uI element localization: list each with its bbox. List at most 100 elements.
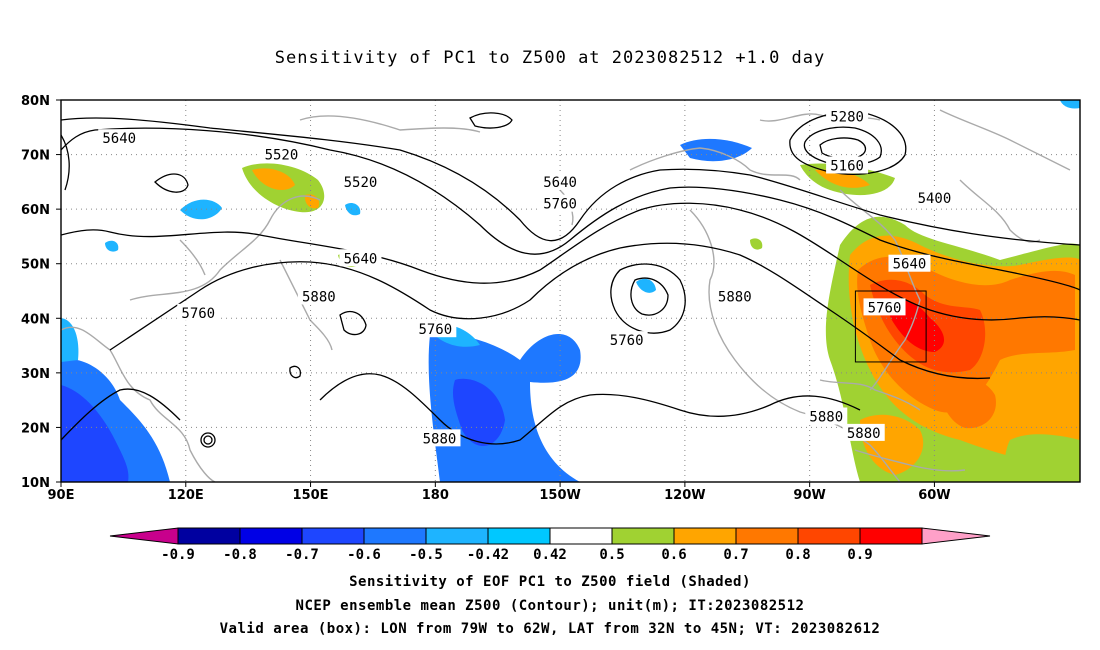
contour-label-bg <box>863 298 906 316</box>
colorbar-box <box>487 527 551 545</box>
contour-label: 5880 <box>423 431 457 447</box>
contour-labels: 5640 5520 5520 5640 5880 5760 5760 5880 5640 5760… <box>98 107 956 447</box>
negative-shading-west-pacific-core <box>61 385 129 482</box>
contour-label: 5760 <box>543 197 577 213</box>
contour-label-bg <box>177 303 220 321</box>
negative-shading-small <box>105 240 119 252</box>
plot-frame <box>60 99 1081 483</box>
contour-label-bg <box>539 172 582 190</box>
contour-label: 5760 <box>418 322 452 338</box>
contour-label: 5880 <box>847 426 881 442</box>
lon-label: 120W <box>664 488 705 503</box>
z500-contours <box>61 111 1080 448</box>
contour-label-bg <box>605 331 648 349</box>
contour-label-bg <box>826 156 869 174</box>
colorbar-box <box>425 527 489 545</box>
colorbar-label: 0.5 <box>599 547 624 563</box>
colorbar-box <box>549 527 613 545</box>
lat-label: 80N <box>21 94 50 109</box>
contour-label: 5880 <box>718 289 752 305</box>
contour-label: 5160 <box>830 158 864 174</box>
colorbar-box <box>735 527 799 545</box>
lon-label: 180 <box>422 488 449 503</box>
lat-label: 60N <box>21 203 50 218</box>
lon-label: 90W <box>793 488 825 503</box>
contour-label-bg <box>713 287 756 305</box>
positive-shading-atlantic-south <box>1004 434 1080 482</box>
positive-shading-okhotsk-core <box>252 168 295 190</box>
positive-shading-small-3 <box>750 238 763 250</box>
sensitivity-map: 5640 5520 5520 5640 5880 5760 5760 5880 5640 5760… <box>21 94 1081 563</box>
positive-shading-hudson-core <box>815 169 870 188</box>
contour-label: 5520 <box>344 175 378 191</box>
lon-label: 150E <box>293 488 329 503</box>
lat-label: 50N <box>21 258 50 273</box>
colorbar-label: -0.6 <box>347 547 381 563</box>
colorbar-label: 0.42 <box>533 547 567 563</box>
colorbar-box <box>611 527 675 545</box>
positive-shading-atlantic <box>939 375 996 429</box>
negative-shading-alaska <box>680 138 752 162</box>
contour-label: 5760 <box>181 306 215 322</box>
contour-label-bg <box>414 320 457 338</box>
contour-label-bg <box>913 189 956 207</box>
lon-label: 150W <box>539 488 580 503</box>
colorbar-label: -0.5 <box>409 547 443 563</box>
negative-shading-subpolar-low <box>636 278 656 293</box>
colorbar-label: -0.7 <box>285 547 319 563</box>
valid-area-box <box>854 290 927 363</box>
colorbar-label: 0.8 <box>785 547 810 563</box>
lon-label: 120E <box>168 488 204 503</box>
contour-label: 5880 <box>809 410 843 426</box>
caption-shaded: Sensitivity of EOF PC1 to Z500 field (Sh… <box>349 574 751 590</box>
shaded-sensitivity <box>61 100 1080 482</box>
colorbar-label: 0.7 <box>723 547 748 563</box>
contour-label: 5760 <box>868 300 902 316</box>
lat-label: 70N <box>21 149 50 164</box>
contour-label-bg <box>297 287 340 305</box>
colorbar-label: -0.9 <box>161 547 195 563</box>
colorbar-triangle-high <box>921 527 991 545</box>
contour-label-bg <box>888 254 931 272</box>
contour-label: 5280 <box>830 109 864 125</box>
colorbar: -0.9 -0.8 -0.7 -0.6 -0.5 -0.42 0.42 0.5 0.6 0.7 0.… <box>109 527 991 563</box>
chart-title: Sensitivity of PC1 to Z500 at 2023082512… <box>274 48 826 68</box>
contour-label-bg <box>826 107 869 125</box>
lon-label: 90E <box>48 488 75 503</box>
negative-shading-west-pacific-light <box>61 318 79 362</box>
negative-shading-central-pacific-core <box>452 378 505 447</box>
contour-label: 5760 <box>610 333 644 349</box>
contour-label: 5520 <box>265 148 299 164</box>
contour-label-bg <box>418 429 461 447</box>
colorbar-box <box>301 527 365 545</box>
contour-label-bg <box>339 249 382 267</box>
contour-label-bg <box>842 423 885 441</box>
lat-label: 10N <box>21 476 50 491</box>
colorbar-label: 0.6 <box>661 547 686 563</box>
coastlines <box>61 109 1071 482</box>
lon-label: 60W <box>918 488 950 503</box>
colorbar-box <box>673 527 737 545</box>
contour-label-bg <box>539 194 582 212</box>
colorbar-triangle-low <box>109 527 179 545</box>
lat-label: 20N <box>21 421 50 436</box>
caption-valid-area: Valid area (box): LON from 79W to 62W, L… <box>219 621 881 637</box>
contour-label: 5640 <box>543 175 577 191</box>
colorbar-box <box>363 527 427 545</box>
colorbar-label: -0.42 <box>467 547 509 563</box>
contour-label-bg <box>260 145 303 163</box>
colorbar-box <box>177 527 241 545</box>
caption-contour: NCEP ensemble mean Z500 (Contour); unit(… <box>295 598 805 614</box>
colorbar-label: 0.9 <box>847 547 872 563</box>
contour-label: 5640 <box>102 131 136 147</box>
contour-label: 5640 <box>344 251 378 267</box>
colorbar-box <box>239 527 303 545</box>
negative-shading-arctic-east <box>1060 100 1080 109</box>
contour-label: 5640 <box>893 257 927 273</box>
negative-shading-small-2 <box>345 203 361 216</box>
lat-label: 40N <box>21 312 50 327</box>
contour-label: 5400 <box>918 191 952 207</box>
contour-label-bg <box>98 129 141 147</box>
contour-label-bg <box>805 407 848 425</box>
contour-label-bg <box>339 172 382 190</box>
